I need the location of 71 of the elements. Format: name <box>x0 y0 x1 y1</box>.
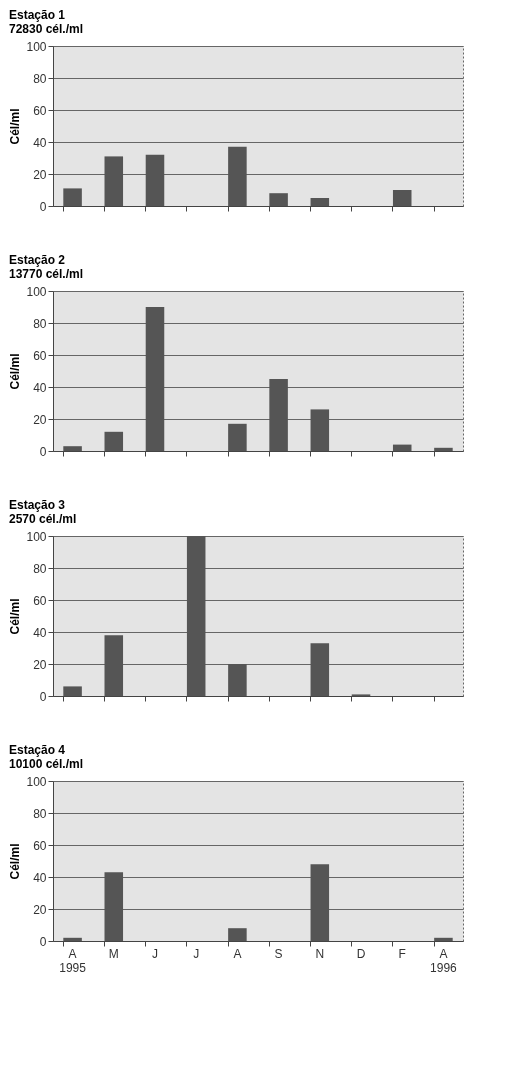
y-tick-label: 80 <box>33 316 47 331</box>
y-tick-label: 40 <box>33 870 47 885</box>
bar <box>310 409 330 451</box>
y-tick-label: 100 <box>26 774 47 789</box>
chart-title: Estação 1 <box>8 8 66 22</box>
bar <box>63 188 82 206</box>
y-tick-label: 0 <box>39 444 47 459</box>
bar <box>63 937 82 941</box>
y-tick-label: 20 <box>33 167 47 182</box>
bar <box>269 379 288 451</box>
y-tick-label: 40 <box>33 380 47 395</box>
y-tick-label: 100 <box>26 529 47 544</box>
bar <box>269 193 288 206</box>
chart-title: Estação 2 <box>8 253 66 267</box>
y-axis-title: Cél/ml <box>8 353 23 390</box>
chart-subtitle: 2570 cél./ml <box>8 512 77 526</box>
bar <box>392 444 412 451</box>
x-tick-label: M <box>108 946 119 961</box>
y-axis-title: Cél/ml <box>8 108 23 145</box>
y-tick-label: 40 <box>33 135 47 150</box>
bar <box>310 643 330 696</box>
bar <box>228 928 247 941</box>
bar <box>104 156 124 206</box>
y-tick-label: 60 <box>33 838 47 853</box>
y-tick-label: 20 <box>33 412 47 427</box>
x-tick-label: A 1995 <box>59 946 87 975</box>
y-tick-label: 20 <box>33 657 47 672</box>
chart-subtitle: 10100 cél./ml <box>8 757 84 771</box>
bar <box>104 431 124 451</box>
bar <box>104 635 124 696</box>
y-tick-label: 100 <box>26 39 47 54</box>
y-tick-label: 80 <box>33 806 47 821</box>
bar <box>434 937 453 941</box>
bar <box>310 198 330 206</box>
bar <box>145 154 165 206</box>
y-axis-title: Cél/ml <box>8 843 23 880</box>
y-tick-label: 60 <box>33 348 47 363</box>
x-tick-label: J <box>151 946 158 961</box>
y-tick-label: 80 <box>33 561 47 576</box>
bar <box>104 872 124 941</box>
bar <box>145 307 165 451</box>
y-tick-label: 60 <box>33 593 47 608</box>
x-tick-label: D <box>356 946 366 961</box>
y-axis-title: Cél/ml <box>8 598 23 635</box>
x-tick-label: S <box>274 946 283 961</box>
x-tick-label: A 1996 <box>430 946 458 975</box>
x-tick-label: F <box>398 946 406 961</box>
bar <box>63 686 82 696</box>
y-tick-label: 100 <box>26 284 47 299</box>
x-tick-label: A <box>233 946 242 961</box>
y-tick-label: 60 <box>33 103 47 118</box>
chart-title: Estação 3 <box>8 498 66 512</box>
chart-subtitle: 13770 cél./ml <box>8 267 84 281</box>
x-tick-label: J <box>193 946 200 961</box>
bar <box>228 146 247 206</box>
bar <box>228 423 247 451</box>
y-tick-label: 40 <box>33 625 47 640</box>
y-tick-label: 80 <box>33 71 47 86</box>
bar <box>392 190 412 206</box>
chart-subtitle: 72830 cél./ml <box>8 22 84 36</box>
bar <box>228 664 247 696</box>
y-tick-label: 0 <box>39 934 47 949</box>
x-tick-label: N <box>315 946 325 961</box>
bar <box>310 864 330 941</box>
bar <box>63 446 82 451</box>
bar <box>186 536 206 696</box>
y-tick-label: 0 <box>39 689 47 704</box>
bar <box>434 447 453 451</box>
chart-title: Estação 4 <box>8 743 66 757</box>
y-tick-label: 20 <box>33 902 47 917</box>
y-tick-label: 0 <box>39 199 47 214</box>
